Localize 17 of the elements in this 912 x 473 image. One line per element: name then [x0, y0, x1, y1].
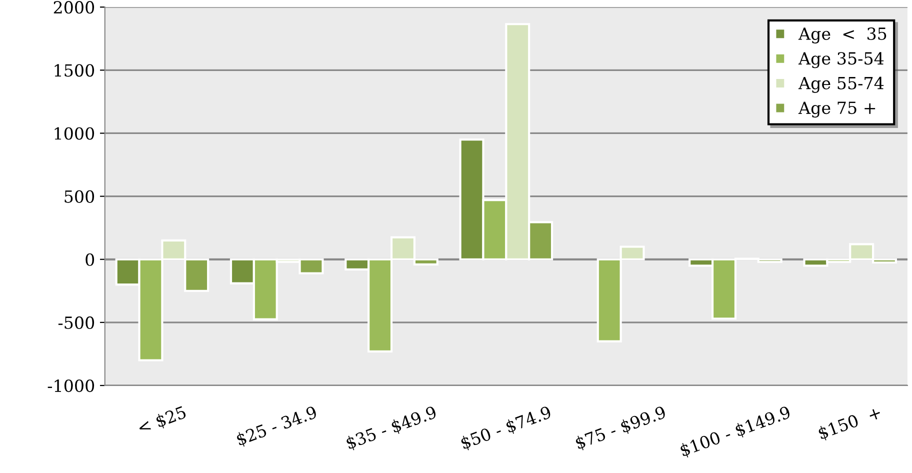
- y-tick-label: 1000: [54, 127, 94, 140]
- x-tick-label: $50 - $74.9: [460, 405, 553, 452]
- y-tick-label: 2000: [54, 1, 94, 14]
- legend-label: Age 35-54: [798, 52, 884, 68]
- x-tick-label: < $25: [137, 405, 188, 436]
- y-tick-label: -1000: [48, 379, 94, 392]
- legend-label: Age 75 +: [798, 102, 876, 118]
- legend-label: Age 55-74: [798, 76, 884, 93]
- x-tick-label: $150 +: [817, 406, 882, 442]
- x-tick-label: $75 - $99.9: [574, 405, 668, 452]
- y-tick-label: 0: [86, 253, 94, 266]
- x-tick-label: $25 - 34.9: [235, 405, 318, 448]
- x-tick-label: $35 - $49.9: [345, 405, 438, 452]
- y-tick-label: -500: [58, 316, 94, 329]
- y-tick-label: 1500: [54, 64, 94, 77]
- legend-label: Age < 35: [798, 27, 886, 44]
- y-tick-label: 500: [64, 190, 94, 203]
